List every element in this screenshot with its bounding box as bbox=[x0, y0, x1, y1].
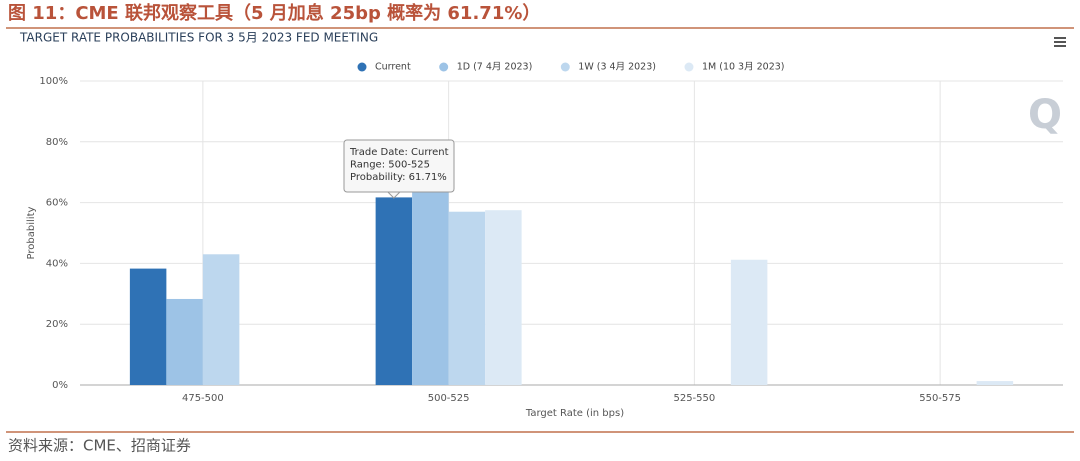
legend-marker bbox=[357, 62, 367, 72]
tooltip-line: Range: 500-525 bbox=[350, 160, 430, 171]
tooltip-pointer bbox=[386, 191, 402, 199]
menu-icon[interactable] bbox=[1054, 37, 1066, 47]
chart-subtitle: TARGET RATE PROBABILITIES FOR 3 5月 2023 … bbox=[19, 31, 378, 45]
tooltip-line: Probability: 61.71% bbox=[350, 172, 447, 183]
chart-title: 图 11：CME 联邦观察工具（5 月加息 25bp 概率为 61.71%） bbox=[8, 2, 540, 24]
source: 资料来源：CME、招商证券 bbox=[8, 437, 191, 455]
bar bbox=[448, 211, 486, 385]
legend-marker bbox=[560, 62, 570, 72]
bar bbox=[730, 259, 768, 385]
y-axis-label: Probability bbox=[26, 206, 37, 259]
legend-label: Current bbox=[375, 62, 411, 73]
legend-label: 1D (7 4月 2023) bbox=[457, 62, 533, 73]
bar bbox=[129, 268, 167, 385]
legend-label: 1W (3 4月 2023) bbox=[578, 62, 656, 73]
tooltip: Trade Date: Current Range: 500-525Probabi… bbox=[343, 139, 455, 199]
y-tick-label: 80% bbox=[46, 137, 68, 148]
legend-marker bbox=[439, 62, 449, 72]
y-tick-label: 0% bbox=[52, 380, 68, 391]
y-tick-label: 40% bbox=[46, 258, 68, 269]
tooltip-line: Trade Date: Current bbox=[349, 147, 449, 158]
bar bbox=[412, 167, 449, 385]
x-tick-label: 475-500 bbox=[182, 393, 224, 404]
x-tick-label: 525-550 bbox=[673, 393, 715, 404]
y-tick-label: 60% bbox=[46, 198, 68, 209]
bar bbox=[485, 210, 522, 385]
legend-label: 1M (10 3月 2023) bbox=[702, 62, 785, 73]
bar bbox=[202, 254, 240, 385]
bar bbox=[375, 197, 413, 385]
x-tick-label: 500-525 bbox=[428, 393, 470, 404]
y-tick-label: 20% bbox=[46, 319, 68, 330]
x-axis-label: Target Rate (in bps) bbox=[525, 408, 624, 419]
y-tick-label: 100% bbox=[39, 76, 68, 87]
bar bbox=[976, 381, 1014, 385]
x-tick-label: 550-575 bbox=[919, 393, 961, 404]
legend-marker bbox=[684, 62, 694, 72]
watermark: Q bbox=[1028, 92, 1062, 138]
bar bbox=[166, 298, 203, 385]
